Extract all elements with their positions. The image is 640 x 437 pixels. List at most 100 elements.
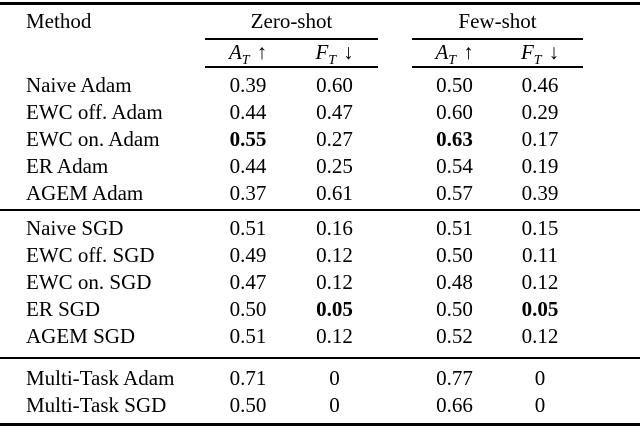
metric-subscript: T (533, 53, 542, 69)
metric-symbol: A (228, 40, 242, 64)
value-cell: 0.60 (316, 73, 353, 97)
group-header-rules (0, 38, 640, 40)
value-cell: 0.77 (436, 366, 473, 390)
value-cell: 0.46 (521, 73, 559, 97)
value-cell: 0.71 (229, 366, 267, 390)
table-top-rule (0, 2, 640, 5)
column-header-accuracy-few: AT ↑ (412, 40, 497, 69)
method-cell: AGEM SGD (26, 324, 136, 348)
method-cell: EWC off. SGD (26, 243, 155, 267)
value-cell: 0.12 (316, 243, 353, 267)
method-cell: EWC on. Adam (26, 127, 160, 151)
method-cell: EWC off. Adam (26, 100, 163, 124)
value-cell: 0.39 (229, 73, 267, 97)
metric-subscript: T (241, 53, 250, 69)
value-cell: 0.12 (316, 270, 353, 294)
table-row: Multi-Task SGD 0.50 0 0.66 0 (0, 392, 640, 419)
section-sgd: Naive SGD 0.51 0.16 0.51 0.15 EWC off. S… (0, 211, 640, 350)
table-row: AGEM Adam 0.37 0.61 0.57 0.39 (0, 180, 640, 207)
method-cell: Multi-Task Adam (26, 366, 175, 390)
value-cell: 0.63 (436, 127, 473, 151)
metric-subscript: T (328, 53, 337, 69)
down-arrow-icon: ↓ (548, 40, 560, 64)
value-cell: 0.57 (436, 181, 473, 205)
group-header-zero-shot: Zero-shot (250, 9, 333, 33)
table-row: AGEM SGD 0.51 0.12 0.52 0.12 (0, 323, 640, 350)
value-cell: 0.19 (521, 154, 559, 178)
zero-shot-rule (205, 38, 378, 40)
column-header-forgetting-few: FT ↓ (497, 40, 583, 69)
section-multi-task: Multi-Task Adam 0.71 0 0.77 0 Multi-Task… (0, 359, 640, 419)
value-cell: 0 (534, 393, 546, 417)
value-cell: 0.16 (316, 216, 353, 240)
value-cell: 0 (329, 393, 340, 417)
table-row: Naive SGD 0.51 0.16 0.51 0.15 (0, 215, 640, 242)
zero-shot-rule (205, 66, 378, 68)
table-row: EWC off. SGD 0.49 0.12 0.50 0.11 (0, 242, 640, 269)
few-shot-rule (412, 38, 583, 40)
value-cell: 0.25 (316, 154, 353, 178)
table-row: ER Adam 0.44 0.25 0.54 0.19 (0, 153, 640, 180)
value-cell: 0 (534, 366, 546, 390)
up-arrow-icon: ↑ (256, 40, 268, 64)
value-cell: 0.37 (229, 181, 267, 205)
section-divider (0, 357, 640, 359)
method-cell: Multi-Task SGD (26, 393, 167, 417)
group-header-few-shot: Few-shot (458, 9, 537, 33)
value-cell: 0.48 (436, 270, 473, 294)
value-cell: 0.47 (229, 270, 267, 294)
table-row: Naive Adam 0.39 0.60 0.50 0.46 (0, 72, 640, 99)
method-cell: Naive Adam (26, 73, 132, 97)
value-cell: 0.49 (229, 243, 267, 267)
value-cell: 0.12 (521, 270, 559, 294)
value-cell: 0.39 (521, 181, 559, 205)
value-cell: 0.52 (436, 324, 473, 348)
method-cell: ER SGD (26, 297, 101, 321)
method-cell: EWC on. SGD (26, 270, 152, 294)
value-cell: 0.51 (436, 216, 473, 240)
section-adam: Naive Adam 0.39 0.60 0.50 0.46 EWC off. … (0, 68, 640, 207)
value-cell: 0.60 (436, 100, 473, 124)
value-cell: 0.47 (316, 100, 353, 124)
value-cell: 0.50 (436, 297, 473, 321)
value-cell: 0.66 (436, 393, 473, 417)
value-cell: 0.44 (229, 154, 267, 178)
value-cell: 0.50 (436, 73, 473, 97)
metric-symbol: A (435, 40, 449, 64)
value-cell: 0.50 (436, 243, 473, 267)
value-cell: 0.12 (316, 324, 353, 348)
method-column-header: Method (26, 9, 92, 33)
value-cell: 0 (329, 366, 340, 390)
column-header-forgetting-zero: FT ↓ (291, 40, 378, 69)
value-cell: 0.12 (521, 324, 559, 348)
table-row: ER SGD 0.50 0.05 0.50 0.05 (0, 296, 640, 323)
value-cell: 0.15 (521, 216, 559, 240)
value-cell: 0.17 (521, 127, 559, 151)
value-cell: 0.54 (436, 154, 473, 178)
metric-symbol: F (315, 40, 329, 64)
value-cell: 0.51 (229, 216, 267, 240)
metric-header-rules (0, 66, 640, 68)
few-shot-rule (412, 66, 583, 68)
value-cell: 0.51 (229, 324, 267, 348)
value-cell: 0.11 (522, 243, 558, 267)
section-divider (0, 209, 640, 211)
table-row: EWC off. Adam 0.44 0.47 0.60 0.29 (0, 99, 640, 126)
value-cell: 0.61 (316, 181, 353, 205)
column-header-accuracy-zero: AT ↑ (205, 40, 291, 69)
value-cell: 0.44 (229, 100, 267, 124)
value-cell: 0.50 (229, 393, 267, 417)
method-cell: Naive SGD (26, 216, 124, 240)
value-cell: 0.29 (521, 100, 559, 124)
down-arrow-icon: ↓ (343, 40, 354, 64)
table-row: EWC on. Adam 0.55 0.27 0.63 0.17 (0, 126, 640, 153)
value-cell: 0.55 (229, 127, 267, 151)
table-header-metrics: AT ↑ FT ↓ AT ↑ FT ↓ (0, 40, 640, 69)
method-cell: ER Adam (26, 154, 109, 178)
table-row: EWC on. SGD 0.47 0.12 0.48 0.12 (0, 269, 640, 296)
value-cell: 0.05 (316, 297, 353, 321)
value-cell: 0.50 (229, 297, 267, 321)
value-cell: 0.27 (316, 127, 353, 151)
method-cell: AGEM Adam (26, 181, 144, 205)
